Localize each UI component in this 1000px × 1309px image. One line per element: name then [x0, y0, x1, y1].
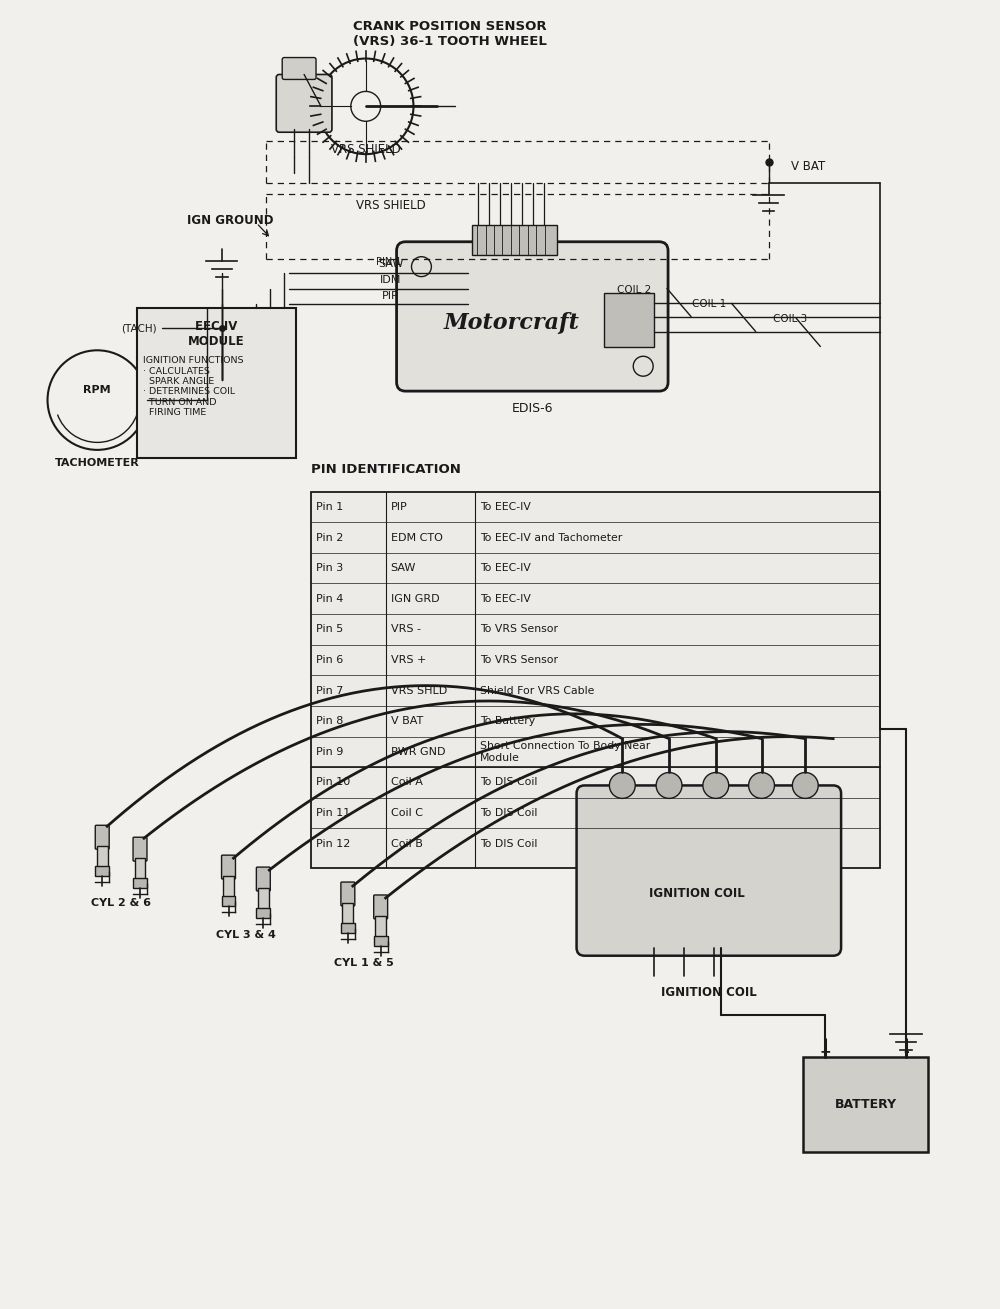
Text: Pin 12: Pin 12 [316, 839, 350, 848]
Text: PIP: PIP [382, 291, 399, 301]
Text: VRS -: VRS - [391, 624, 421, 635]
FancyBboxPatch shape [95, 825, 109, 850]
Text: Pin 3: Pin 3 [316, 563, 343, 573]
Text: To Battery: To Battery [480, 716, 535, 726]
Text: -: - [903, 1046, 909, 1059]
FancyBboxPatch shape [341, 923, 355, 933]
FancyBboxPatch shape [803, 1058, 928, 1152]
FancyBboxPatch shape [375, 916, 386, 937]
Text: +: + [819, 1046, 831, 1059]
Text: PIN IDENTIFICATION: PIN IDENTIFICATION [311, 463, 461, 475]
Text: CRANK POSITION SENSOR
(VRS) 36-1 TOOTH WHEEL: CRANK POSITION SENSOR (VRS) 36-1 TOOTH W… [353, 20, 547, 47]
Text: SAW: SAW [391, 563, 416, 573]
FancyBboxPatch shape [135, 859, 145, 880]
Circle shape [656, 772, 682, 798]
FancyBboxPatch shape [374, 895, 388, 919]
Text: Motorcraft: Motorcraft [444, 312, 580, 334]
FancyBboxPatch shape [256, 908, 270, 918]
Text: Pin 1: Pin 1 [316, 501, 343, 512]
Text: PWR GND: PWR GND [391, 747, 445, 757]
Text: VRS SHIELD: VRS SHIELD [331, 143, 401, 156]
Text: To DIS Coil: To DIS Coil [480, 778, 537, 788]
Circle shape [48, 351, 147, 450]
Text: Coil B: Coil B [391, 839, 422, 848]
Text: Pin 11: Pin 11 [316, 808, 350, 818]
Text: TACHOMETER: TACHOMETER [55, 458, 140, 467]
Text: IGNITION FUNCTIONS
· CALCULATES
  SPARK ANGLE
· DETERMINES COIL
  TURN ON AND
  : IGNITION FUNCTIONS · CALCULATES SPARK AN… [143, 356, 243, 418]
Text: RPM: RPM [83, 385, 111, 395]
FancyBboxPatch shape [341, 882, 355, 906]
Text: IDM: IDM [380, 275, 401, 284]
Text: Pin 10: Pin 10 [316, 778, 350, 788]
Text: SAW: SAW [378, 259, 403, 268]
Text: IGNITION COIL: IGNITION COIL [661, 986, 757, 999]
Text: CYL 2 & 6: CYL 2 & 6 [91, 898, 151, 908]
Text: Coil C: Coil C [391, 808, 423, 818]
Text: CYL 1 & 5: CYL 1 & 5 [334, 958, 394, 967]
Circle shape [703, 772, 729, 798]
Text: EDIS-6: EDIS-6 [512, 402, 553, 415]
Text: To VRS Sensor: To VRS Sensor [480, 654, 558, 665]
Text: IGN GROUND: IGN GROUND [187, 215, 273, 228]
Text: Pin 6: Pin 6 [316, 654, 343, 665]
FancyBboxPatch shape [342, 903, 353, 925]
FancyBboxPatch shape [472, 225, 557, 255]
Text: Pin 5: Pin 5 [316, 624, 343, 635]
Text: (TACH): (TACH) [121, 323, 157, 334]
FancyBboxPatch shape [133, 878, 147, 888]
FancyBboxPatch shape [137, 309, 296, 458]
Text: Pin 4: Pin 4 [316, 594, 343, 603]
Text: To EEC-IV: To EEC-IV [480, 563, 531, 573]
FancyBboxPatch shape [397, 242, 668, 391]
Text: Coil A: Coil A [391, 778, 422, 788]
Text: COIL 1: COIL 1 [692, 300, 726, 309]
Text: To EEC-IV: To EEC-IV [480, 501, 531, 512]
Circle shape [609, 772, 635, 798]
FancyBboxPatch shape [222, 855, 235, 880]
FancyBboxPatch shape [97, 846, 108, 868]
Circle shape [749, 772, 774, 798]
Text: CYL 3 & 4: CYL 3 & 4 [216, 929, 276, 940]
Text: IGNITION COIL: IGNITION COIL [649, 888, 744, 901]
FancyBboxPatch shape [222, 895, 235, 906]
Text: Pin 2: Pin 2 [316, 533, 343, 543]
Text: Short Connection To Body Near
Module: Short Connection To Body Near Module [480, 741, 650, 763]
Text: COIL 3: COIL 3 [773, 314, 808, 325]
Text: VRS SHIELD: VRS SHIELD [356, 199, 426, 212]
Text: To DIS Coil: To DIS Coil [480, 839, 537, 848]
FancyBboxPatch shape [604, 292, 654, 347]
Text: BATTERY: BATTERY [834, 1098, 897, 1111]
FancyBboxPatch shape [133, 838, 147, 861]
FancyBboxPatch shape [282, 58, 316, 80]
FancyBboxPatch shape [276, 75, 332, 132]
Text: Pin 8: Pin 8 [316, 716, 343, 726]
Text: Shield For VRS Cable: Shield For VRS Cable [480, 686, 594, 695]
Text: COIL 2: COIL 2 [617, 284, 651, 295]
Text: To DIS Coil: To DIS Coil [480, 808, 537, 818]
FancyBboxPatch shape [258, 888, 269, 910]
Text: VRS +: VRS + [391, 654, 426, 665]
FancyBboxPatch shape [256, 867, 270, 891]
Text: To VRS Sensor: To VRS Sensor [480, 624, 558, 635]
Text: PIN 1: PIN 1 [376, 257, 402, 267]
FancyBboxPatch shape [577, 785, 841, 956]
FancyBboxPatch shape [311, 492, 880, 868]
FancyBboxPatch shape [223, 876, 234, 898]
Text: EDM CTO: EDM CTO [391, 533, 442, 543]
Text: V BAT: V BAT [791, 160, 825, 173]
Text: To EEC-IV and Tachometer: To EEC-IV and Tachometer [480, 533, 622, 543]
Text: VRS SHLD: VRS SHLD [391, 686, 447, 695]
Circle shape [792, 772, 818, 798]
FancyBboxPatch shape [374, 936, 388, 946]
Text: To EEC-IV: To EEC-IV [480, 594, 531, 603]
Text: Pin 9: Pin 9 [316, 747, 343, 757]
Text: V BAT: V BAT [391, 716, 423, 726]
Text: IGN GRD: IGN GRD [391, 594, 439, 603]
Text: PIP: PIP [391, 501, 407, 512]
Text: EEC IV
MODULE: EEC IV MODULE [188, 321, 245, 348]
FancyBboxPatch shape [95, 867, 109, 876]
Text: Pin 7: Pin 7 [316, 686, 343, 695]
